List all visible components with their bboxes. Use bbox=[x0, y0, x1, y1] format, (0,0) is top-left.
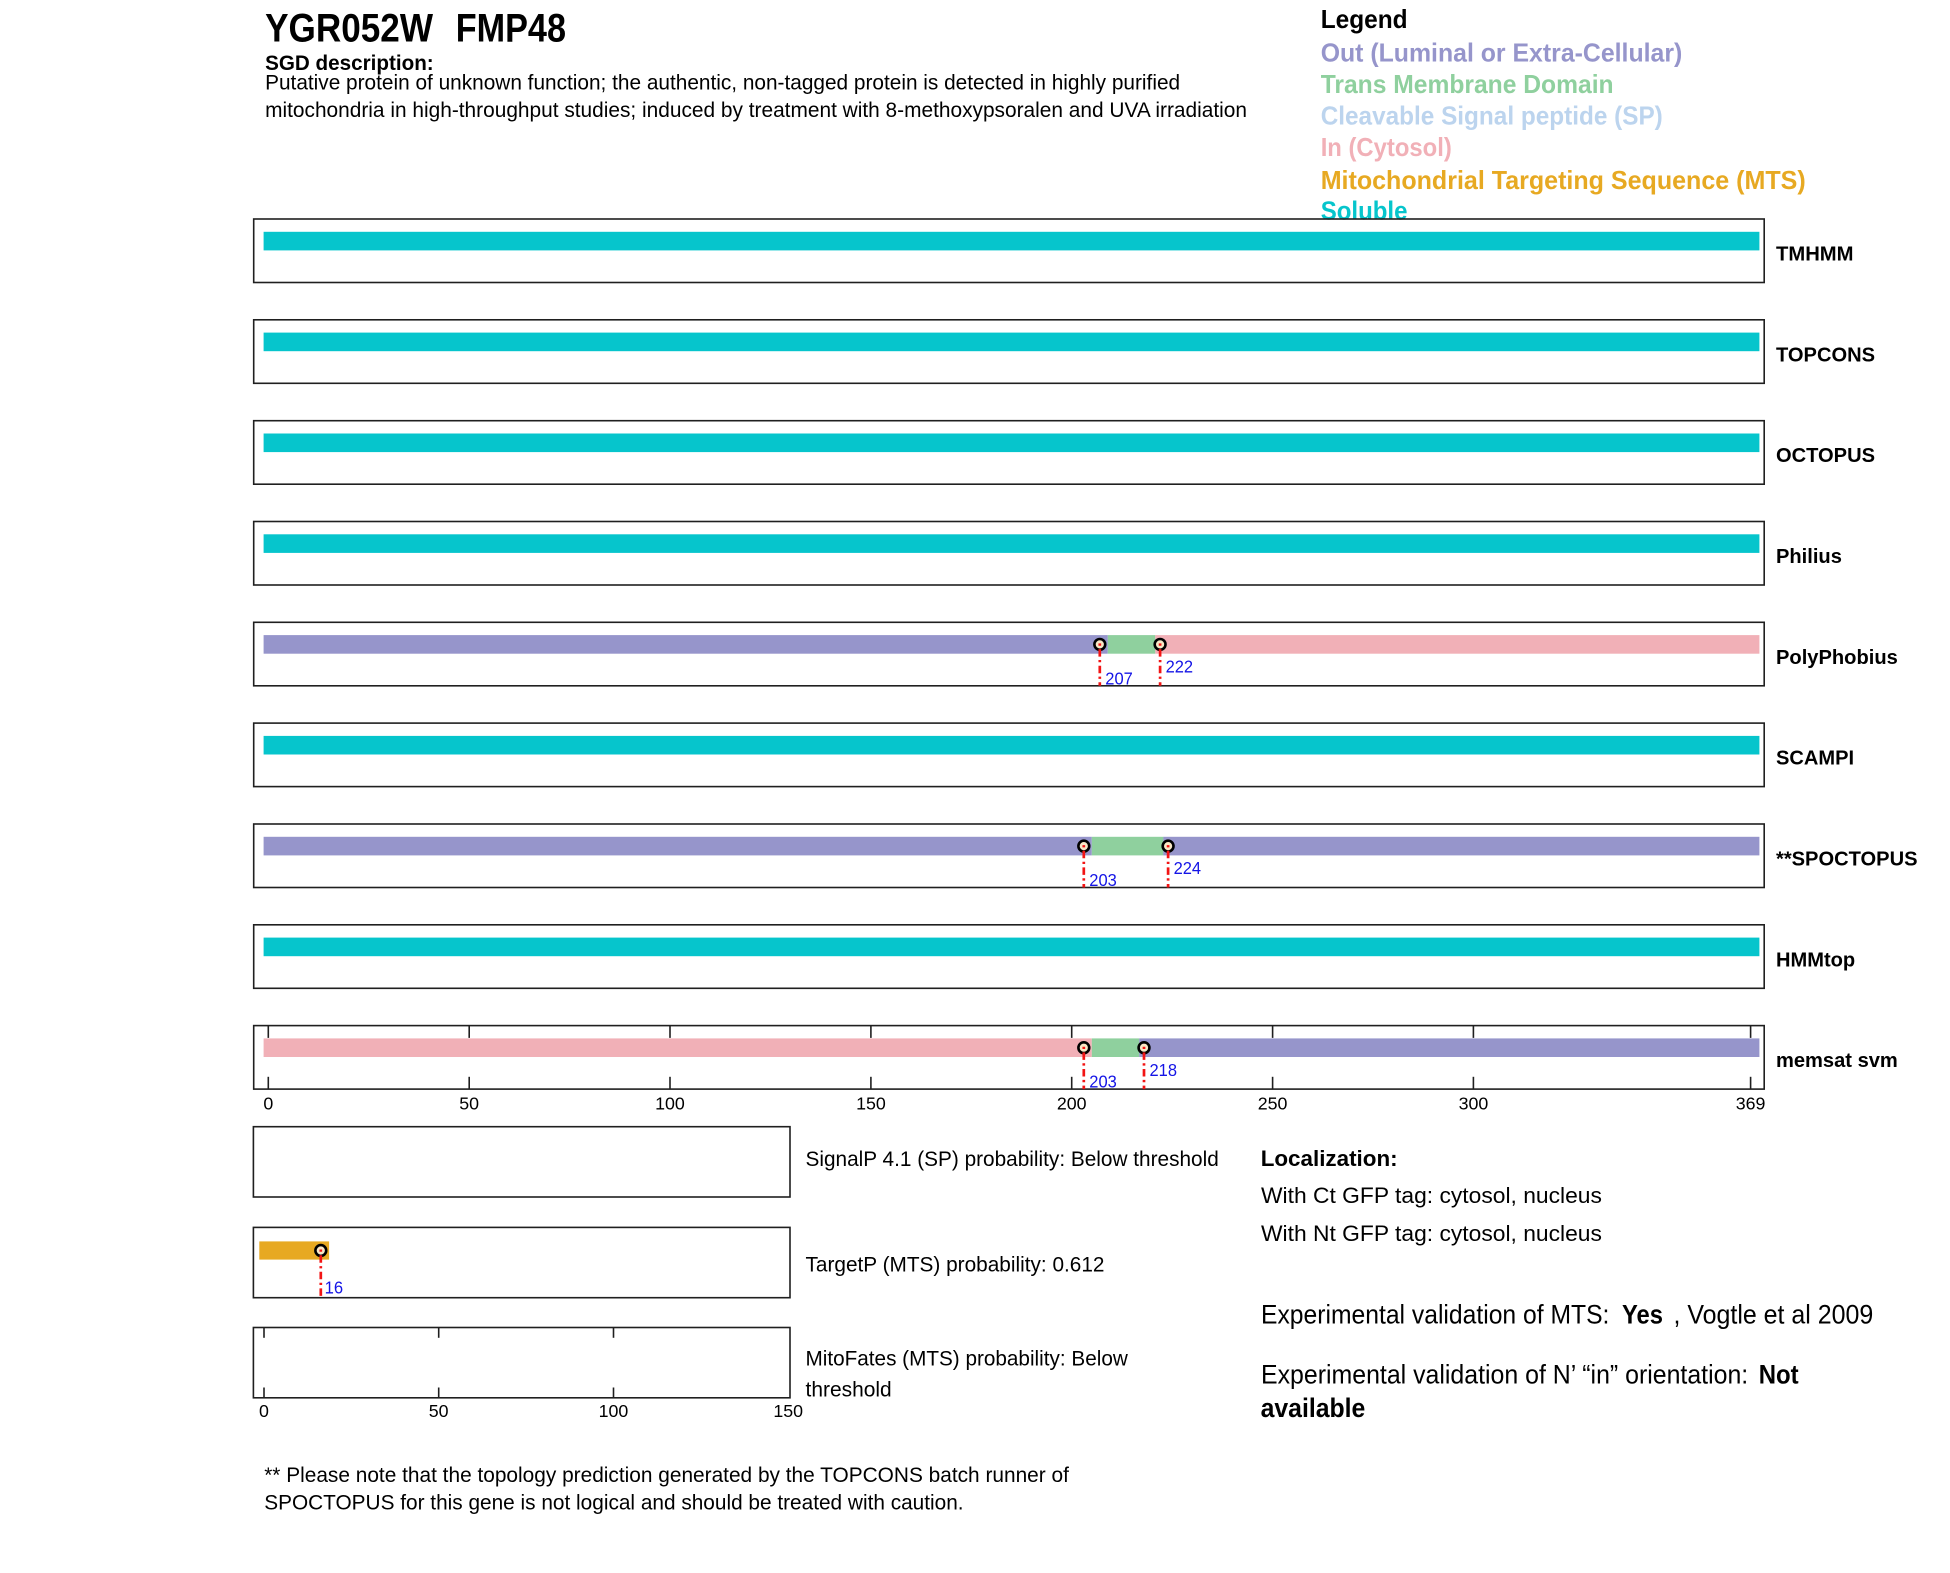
svg-text:FMP48: FMP48 bbox=[456, 7, 566, 51]
svg-text:Experimental validation of N’: Experimental validation of N’ “in” orien… bbox=[1261, 1360, 1748, 1390]
svg-text:SPOCTOPUS for this gene is not: SPOCTOPUS for this gene is not logical a… bbox=[264, 1491, 963, 1515]
svg-text:** Please note that the topolo: ** Please note that the topology predict… bbox=[264, 1463, 1069, 1487]
svg-text:In (Cytosol): In (Cytosol) bbox=[1321, 134, 1452, 162]
svg-text:SCAMPI: SCAMPI bbox=[1776, 748, 1854, 770]
svg-text:TOPCONS: TOPCONS bbox=[1776, 344, 1875, 366]
svg-text:HMMtop: HMMtop bbox=[1776, 949, 1855, 971]
svg-text:Mitochondrial Targeting Sequen: Mitochondrial Targeting Sequence (MTS) bbox=[1321, 167, 1806, 195]
svg-text:16: 16 bbox=[325, 1278, 344, 1298]
svg-text:218: 218 bbox=[1150, 1060, 1178, 1080]
svg-text:With Nt GFP tag: cytosol, nucl: With Nt GFP tag: cytosol, nucleus bbox=[1261, 1221, 1602, 1246]
svg-text:, Vogtle et al 2009: , Vogtle et al 2009 bbox=[1674, 1299, 1874, 1329]
svg-text:0: 0 bbox=[259, 1401, 269, 1421]
svg-text:0: 0 bbox=[263, 1094, 273, 1114]
svg-text:300: 300 bbox=[1459, 1094, 1489, 1114]
svg-text:PolyPhobius: PolyPhobius bbox=[1776, 647, 1898, 669]
svg-text:MitoFates (MTS) probability: B: MitoFates (MTS) probability: Below bbox=[806, 1347, 1129, 1371]
svg-text:369: 369 bbox=[1736, 1094, 1766, 1114]
svg-text:250: 250 bbox=[1258, 1094, 1288, 1114]
svg-text:memsat svm: memsat svm bbox=[1776, 1050, 1898, 1072]
svg-text:Experimental validation of MTS: Experimental validation of MTS: bbox=[1261, 1299, 1609, 1329]
svg-text:203: 203 bbox=[1089, 870, 1117, 890]
svg-text:available: available bbox=[1261, 1393, 1366, 1423]
svg-text:YGR052W: YGR052W bbox=[265, 7, 434, 51]
svg-text:224: 224 bbox=[1174, 858, 1202, 878]
svg-text:Philius: Philius bbox=[1776, 546, 1842, 568]
svg-text:mitochondria in high-throughpu: mitochondria in high-throughput studies;… bbox=[265, 97, 1247, 122]
svg-text:**SPOCTOPUS: **SPOCTOPUS bbox=[1776, 849, 1918, 871]
svg-text:With Ct GFP tag: cytosol, nucl: With Ct GFP tag: cytosol, nucleus bbox=[1261, 1183, 1602, 1208]
svg-text:Yes: Yes bbox=[1622, 1299, 1663, 1329]
svg-text:Putative protein of unknown fu: Putative protein of unknown function; th… bbox=[265, 69, 1180, 94]
svg-text:SGD description:: SGD description: bbox=[265, 50, 434, 75]
svg-text:Soluble: Soluble bbox=[1321, 197, 1408, 225]
svg-text:Trans Membrane Domain: Trans Membrane Domain bbox=[1321, 71, 1614, 99]
svg-text:222: 222 bbox=[1166, 657, 1194, 677]
svg-text:SignalP 4.1 (SP) probability:: SignalP 4.1 (SP) probability: Below thre… bbox=[806, 1147, 1219, 1171]
svg-text:TargetP (MTS) probability: 0.6: TargetP (MTS) probability: 0.612 bbox=[806, 1253, 1105, 1277]
svg-text:100: 100 bbox=[655, 1094, 685, 1114]
svg-text:150: 150 bbox=[773, 1401, 803, 1421]
svg-text:Legend: Legend bbox=[1321, 6, 1408, 34]
svg-text:50: 50 bbox=[429, 1401, 449, 1421]
svg-text:Localization:: Localization: bbox=[1261, 1146, 1398, 1171]
svg-text:TMHMM: TMHMM bbox=[1776, 244, 1854, 266]
svg-text:207: 207 bbox=[1105, 668, 1133, 688]
svg-text:Out (Luminal or Extra-Cellular: Out (Luminal or Extra-Cellular) bbox=[1321, 40, 1683, 68]
svg-text:Not: Not bbox=[1759, 1360, 1799, 1390]
svg-text:50: 50 bbox=[459, 1094, 479, 1114]
svg-text:203: 203 bbox=[1089, 1072, 1117, 1092]
svg-text:100: 100 bbox=[599, 1401, 629, 1421]
svg-text:threshold: threshold bbox=[806, 1378, 892, 1402]
svg-text:200: 200 bbox=[1057, 1094, 1087, 1114]
svg-text:150: 150 bbox=[856, 1094, 886, 1114]
svg-text:Cleavable Signal peptide (SP): Cleavable Signal peptide (SP) bbox=[1321, 102, 1663, 130]
svg-text:OCTOPUS: OCTOPUS bbox=[1776, 445, 1875, 467]
